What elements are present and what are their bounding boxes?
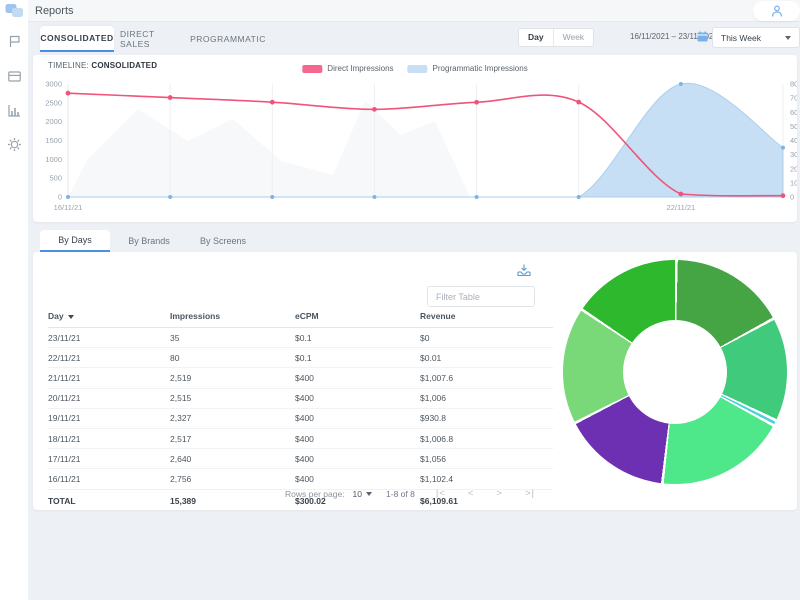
first-page-icon[interactable]: |<: [435, 488, 446, 499]
timeline-panel: TIMELINE: CONSOLIDATED Direct Impression…: [33, 55, 797, 222]
tab-by-screens[interactable]: By Screens: [199, 236, 247, 246]
tab-consolidated[interactable]: CONSOLIDATED: [40, 26, 114, 52]
last-page-icon[interactable]: >|: [524, 488, 535, 499]
table-row: 18/11/21 2,517 $400 $1,006.8: [48, 428, 553, 450]
pagination: Rows per page: 10 1-8 of 8 |< < > >|: [285, 488, 542, 499]
period-select[interactable]: This Week: [712, 27, 800, 48]
svg-text:1500: 1500: [45, 136, 62, 145]
pagination-range: 1-8 of 8: [386, 488, 415, 499]
column-header-day[interactable]: Day: [48, 306, 170, 328]
legend-item-direct: Direct Impressions: [302, 64, 394, 73]
chart-legend: Direct Impressions Programmatic Impressi…: [302, 64, 528, 73]
table-header-row: Day Impressions eCPM Revenue: [48, 306, 553, 328]
rows-per-page-label: Rows per page:: [285, 488, 345, 499]
table-row: 16/11/21 2,756 $400 $1,102.4: [48, 468, 553, 490]
table-row: 22/11/21 80 $0.1 $0.01: [48, 347, 553, 369]
chevron-down-icon: [785, 35, 791, 40]
legend-swatch-direct: [302, 64, 323, 73]
svg-text:60: 60: [790, 108, 797, 117]
table-row: 23/11/21 35 $0.1 $0: [48, 327, 553, 349]
table-body: 23/11/21 35 $0.1 $0 22/11/21 80 $0.1 $0.01 21/11…: [48, 327, 553, 490]
tab-direct-sales[interactable]: DIRECT SALES: [120, 29, 155, 49]
sidebar-item-settings[interactable]: [7, 137, 22, 152]
data-point: [66, 195, 70, 199]
column-header-revenue[interactable]: Revenue: [420, 306, 553, 328]
chevron-down-icon: [366, 491, 373, 496]
table-row: 20/11/21 2,515 $400 $1,006: [48, 388, 553, 409]
svg-text:500: 500: [49, 174, 62, 183]
data-point: [678, 191, 684, 197]
calendar-icon[interactable]: [697, 31, 708, 42]
tab-by-days[interactable]: By Days: [40, 230, 110, 252]
direct-line-series: [67, 92, 784, 197]
sidebar-item-campaigns[interactable]: [7, 34, 22, 49]
sidebar: [0, 0, 28, 600]
legend-swatch-programmatic: [407, 64, 428, 73]
svg-text:80: 80: [790, 80, 797, 89]
chart-watermark: [68, 101, 470, 197]
column-header-ecpm[interactable]: eCPM: [295, 306, 420, 328]
svg-text:10: 10: [790, 178, 797, 187]
table-row: 21/11/21 2,519 $400 $1,007.6: [48, 367, 553, 389]
app-logo-icon: [5, 4, 23, 17]
svg-text:0: 0: [58, 193, 62, 202]
filter-table-input[interactable]: [427, 286, 535, 307]
table-row: 19/11/21 2,327 $400 $930.8: [48, 408, 553, 429]
timeline-chart: 0 500 1000 1500 2000 2500 3000 0 10 20 30 40 50 60 70 8…: [45, 80, 797, 213]
data-point: [678, 82, 683, 86]
svg-text:40: 40: [790, 136, 797, 145]
rows-per-page-select[interactable]: 10: [353, 489, 373, 499]
tab-programmatic[interactable]: PROGRAMMATIC: [190, 34, 266, 44]
svg-text:16/11/21: 16/11/21: [54, 203, 83, 212]
svg-text:2000: 2000: [45, 117, 62, 126]
svg-text:50: 50: [790, 122, 797, 131]
date-range-value[interactable]: 16/11/2021 – 23/11/2021: [630, 32, 718, 41]
person-icon: [771, 5, 782, 17]
donut-hole: [623, 320, 727, 424]
tab-by-brands[interactable]: By Brands: [128, 236, 170, 246]
page-title: Reports: [35, 5, 74, 17]
svg-text:20: 20: [790, 164, 797, 173]
legend-item-programmatic: Programmatic Impressions: [407, 64, 528, 73]
data-point: [65, 90, 71, 96]
svg-text:70: 70: [790, 94, 797, 103]
sidebar-item-inventory[interactable]: [7, 69, 22, 84]
top-bar: [28, 0, 800, 22]
next-page-icon[interactable]: >: [496, 488, 503, 499]
toggle-day[interactable]: Day: [528, 32, 544, 42]
sidebar-item-reports[interactable]: [7, 103, 22, 118]
svg-text:1000: 1000: [45, 155, 62, 164]
export-download-icon[interactable]: [516, 262, 532, 278]
svg-text:2500: 2500: [45, 98, 62, 107]
data-point: [474, 99, 479, 105]
data-point: [167, 95, 173, 100]
svg-text:30: 30: [790, 150, 797, 159]
table-total-row: TOTAL 15,389 $300.02 $6,109.61: [48, 495, 458, 506]
data-point: [372, 106, 377, 112]
period-select-value: This Week: [721, 32, 761, 43]
table-panel: Day Impressions eCPM Revenue 23/11/2135$…: [33, 252, 797, 510]
svg-text:0: 0: [790, 193, 794, 202]
column-header-impressions[interactable]: Impressions: [170, 306, 295, 328]
data-point: [168, 195, 173, 199]
granularity-toggle[interactable]: Day Week: [518, 28, 595, 47]
data-point: [780, 193, 786, 199]
data-point: [474, 195, 479, 199]
data-point: [269, 99, 275, 105]
svg-text:22/11/21: 22/11/21: [667, 203, 696, 212]
data-point: [576, 195, 581, 199]
previous-page-icon[interactable]: <: [467, 488, 475, 499]
sort-desc-icon: [67, 315, 74, 319]
data-point: [270, 195, 275, 199]
data-point: [576, 99, 582, 105]
table-row: 17/11/21 2,640 $400 $1,056: [48, 448, 553, 470]
toggle-week[interactable]: Week: [552, 29, 594, 46]
data-point: [372, 195, 377, 199]
by-days-table: Day Impressions eCPM Revenue 23/11/21 35 $…: [48, 306, 553, 512]
timeline-title: TIMELINE: CONSOLIDATED: [48, 61, 158, 70]
data-point: [781, 145, 785, 150]
user-account-button[interactable]: [753, 1, 800, 21]
svg-text:3000: 3000: [45, 80, 62, 89]
